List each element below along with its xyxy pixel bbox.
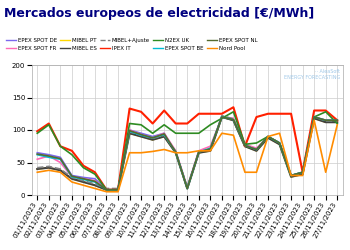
Text: ·· AleaSoft
    ENERGY FORECASTING: ·· AleaSoft ENERGY FORECASTING [278,69,340,80]
Legend: EPEX SPOT DE, EPEX SPOT FR, MIBEL PT, MIBEL ES, MIBEL+Ajuste, IPEX IT, N2EX UK, : EPEX SPOT DE, EPEX SPOT FR, MIBEL PT, MI… [6,38,257,50]
Text: Mercados europeos de electricidad [€/MWh]: Mercados europeos de electricidad [€/MWh… [4,8,314,20]
